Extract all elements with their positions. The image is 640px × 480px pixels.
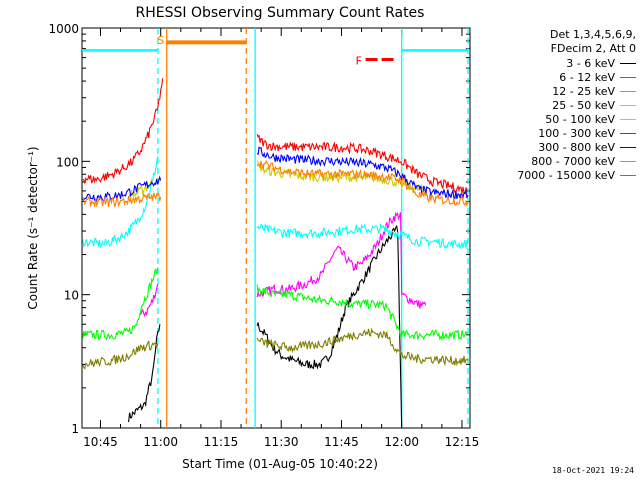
x-axis-label: Start Time (01-Aug-05 10:40:22) — [182, 457, 378, 471]
legend-entry-label: 25 - 50 keV — [552, 98, 615, 112]
series-line — [82, 159, 469, 208]
legend-swatch — [620, 132, 636, 134]
legend-entry-label: 6 - 12 keV — [559, 70, 615, 84]
legend-entry: 25 - 50 keV — [486, 98, 636, 112]
y-tick-label: 10 — [64, 289, 79, 303]
x-tick-label: 11:00 — [143, 435, 178, 449]
legend-swatch — [620, 76, 636, 78]
timestamp: 18-Oct-2021 19:24 — [552, 466, 634, 475]
legend-swatch — [620, 118, 636, 120]
legend-entry-label: 300 - 800 keV — [538, 140, 615, 154]
y-tick-label: 100 — [56, 155, 79, 169]
legend-entry: 6 - 12 keV — [486, 70, 636, 84]
y-tick-label: 1000 — [48, 22, 79, 36]
legend-swatch — [620, 90, 636, 92]
legend-entry: 7000 - 15000 keV — [486, 168, 636, 182]
x-tick-label: 12:00 — [384, 435, 419, 449]
plot-frame — [81, 27, 471, 429]
legend-entry: 800 - 7000 keV — [486, 154, 636, 168]
x-tick-label: 11:15 — [204, 435, 239, 449]
series-line — [82, 267, 469, 342]
legend: Det 1,3,4,5,6,9, FDecim 2, Att 0 3 - 6 k… — [486, 28, 636, 182]
legend-header-line: Det 1,3,4,5,6,9, — [549, 28, 636, 41]
legend-entry-label: 800 - 7000 keV — [531, 154, 615, 168]
legend-entry: 300 - 800 keV — [486, 140, 636, 154]
annotation-label: S — [157, 34, 164, 47]
legend-header-line: FDecim 2, Att 0 — [550, 42, 636, 55]
legend-entry-label: 12 - 25 keV — [552, 84, 615, 98]
chart-title: RHESSI Observing Summary Count Rates — [136, 5, 425, 21]
x-tick-label: 12:15 — [445, 435, 480, 449]
annotation-label: F — [356, 55, 362, 68]
legend-entry: 100 - 300 keV — [486, 126, 636, 140]
legend-entry-label: 7000 - 15000 keV — [517, 168, 615, 182]
legend-entry: 12 - 25 keV — [486, 84, 636, 98]
legend-swatch — [620, 146, 636, 148]
plot-area: 1 10 100 1000 10:45 11:00 11:15 11:30 11:45 12:00… — [48, 22, 479, 449]
legend-swatch — [620, 62, 636, 64]
series-line — [140, 211, 427, 318]
legend-entry-label: 50 - 100 keV — [545, 112, 615, 126]
legend-entry-label: 3 - 6 keV — [566, 56, 615, 70]
y-tick-label: 1 — [71, 422, 79, 436]
x-tick-label: 10:45 — [83, 435, 118, 449]
legend-swatch — [620, 160, 636, 162]
series-line — [128, 160, 426, 200]
x-tick-label: 11:30 — [264, 435, 299, 449]
legend-entry: 3 - 6 keV — [486, 56, 636, 70]
series-line — [82, 327, 469, 370]
legend-entry: 50 - 100 keV — [486, 112, 636, 126]
legend-entry-label: 100 - 300 keV — [538, 126, 615, 140]
x-tick-label: 11:45 — [324, 435, 359, 449]
series-line — [128, 224, 403, 429]
legend-swatch — [620, 104, 636, 106]
y-axis-label: Count Rate (s⁻¹ detector⁻¹) — [26, 146, 40, 309]
series-line — [82, 155, 469, 250]
series-line — [82, 78, 469, 194]
legend-swatch — [620, 174, 636, 176]
